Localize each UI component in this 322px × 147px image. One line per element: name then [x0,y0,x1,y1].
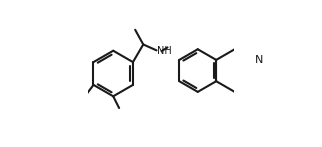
Text: N: N [255,55,263,65]
Text: NH: NH [157,46,172,56]
